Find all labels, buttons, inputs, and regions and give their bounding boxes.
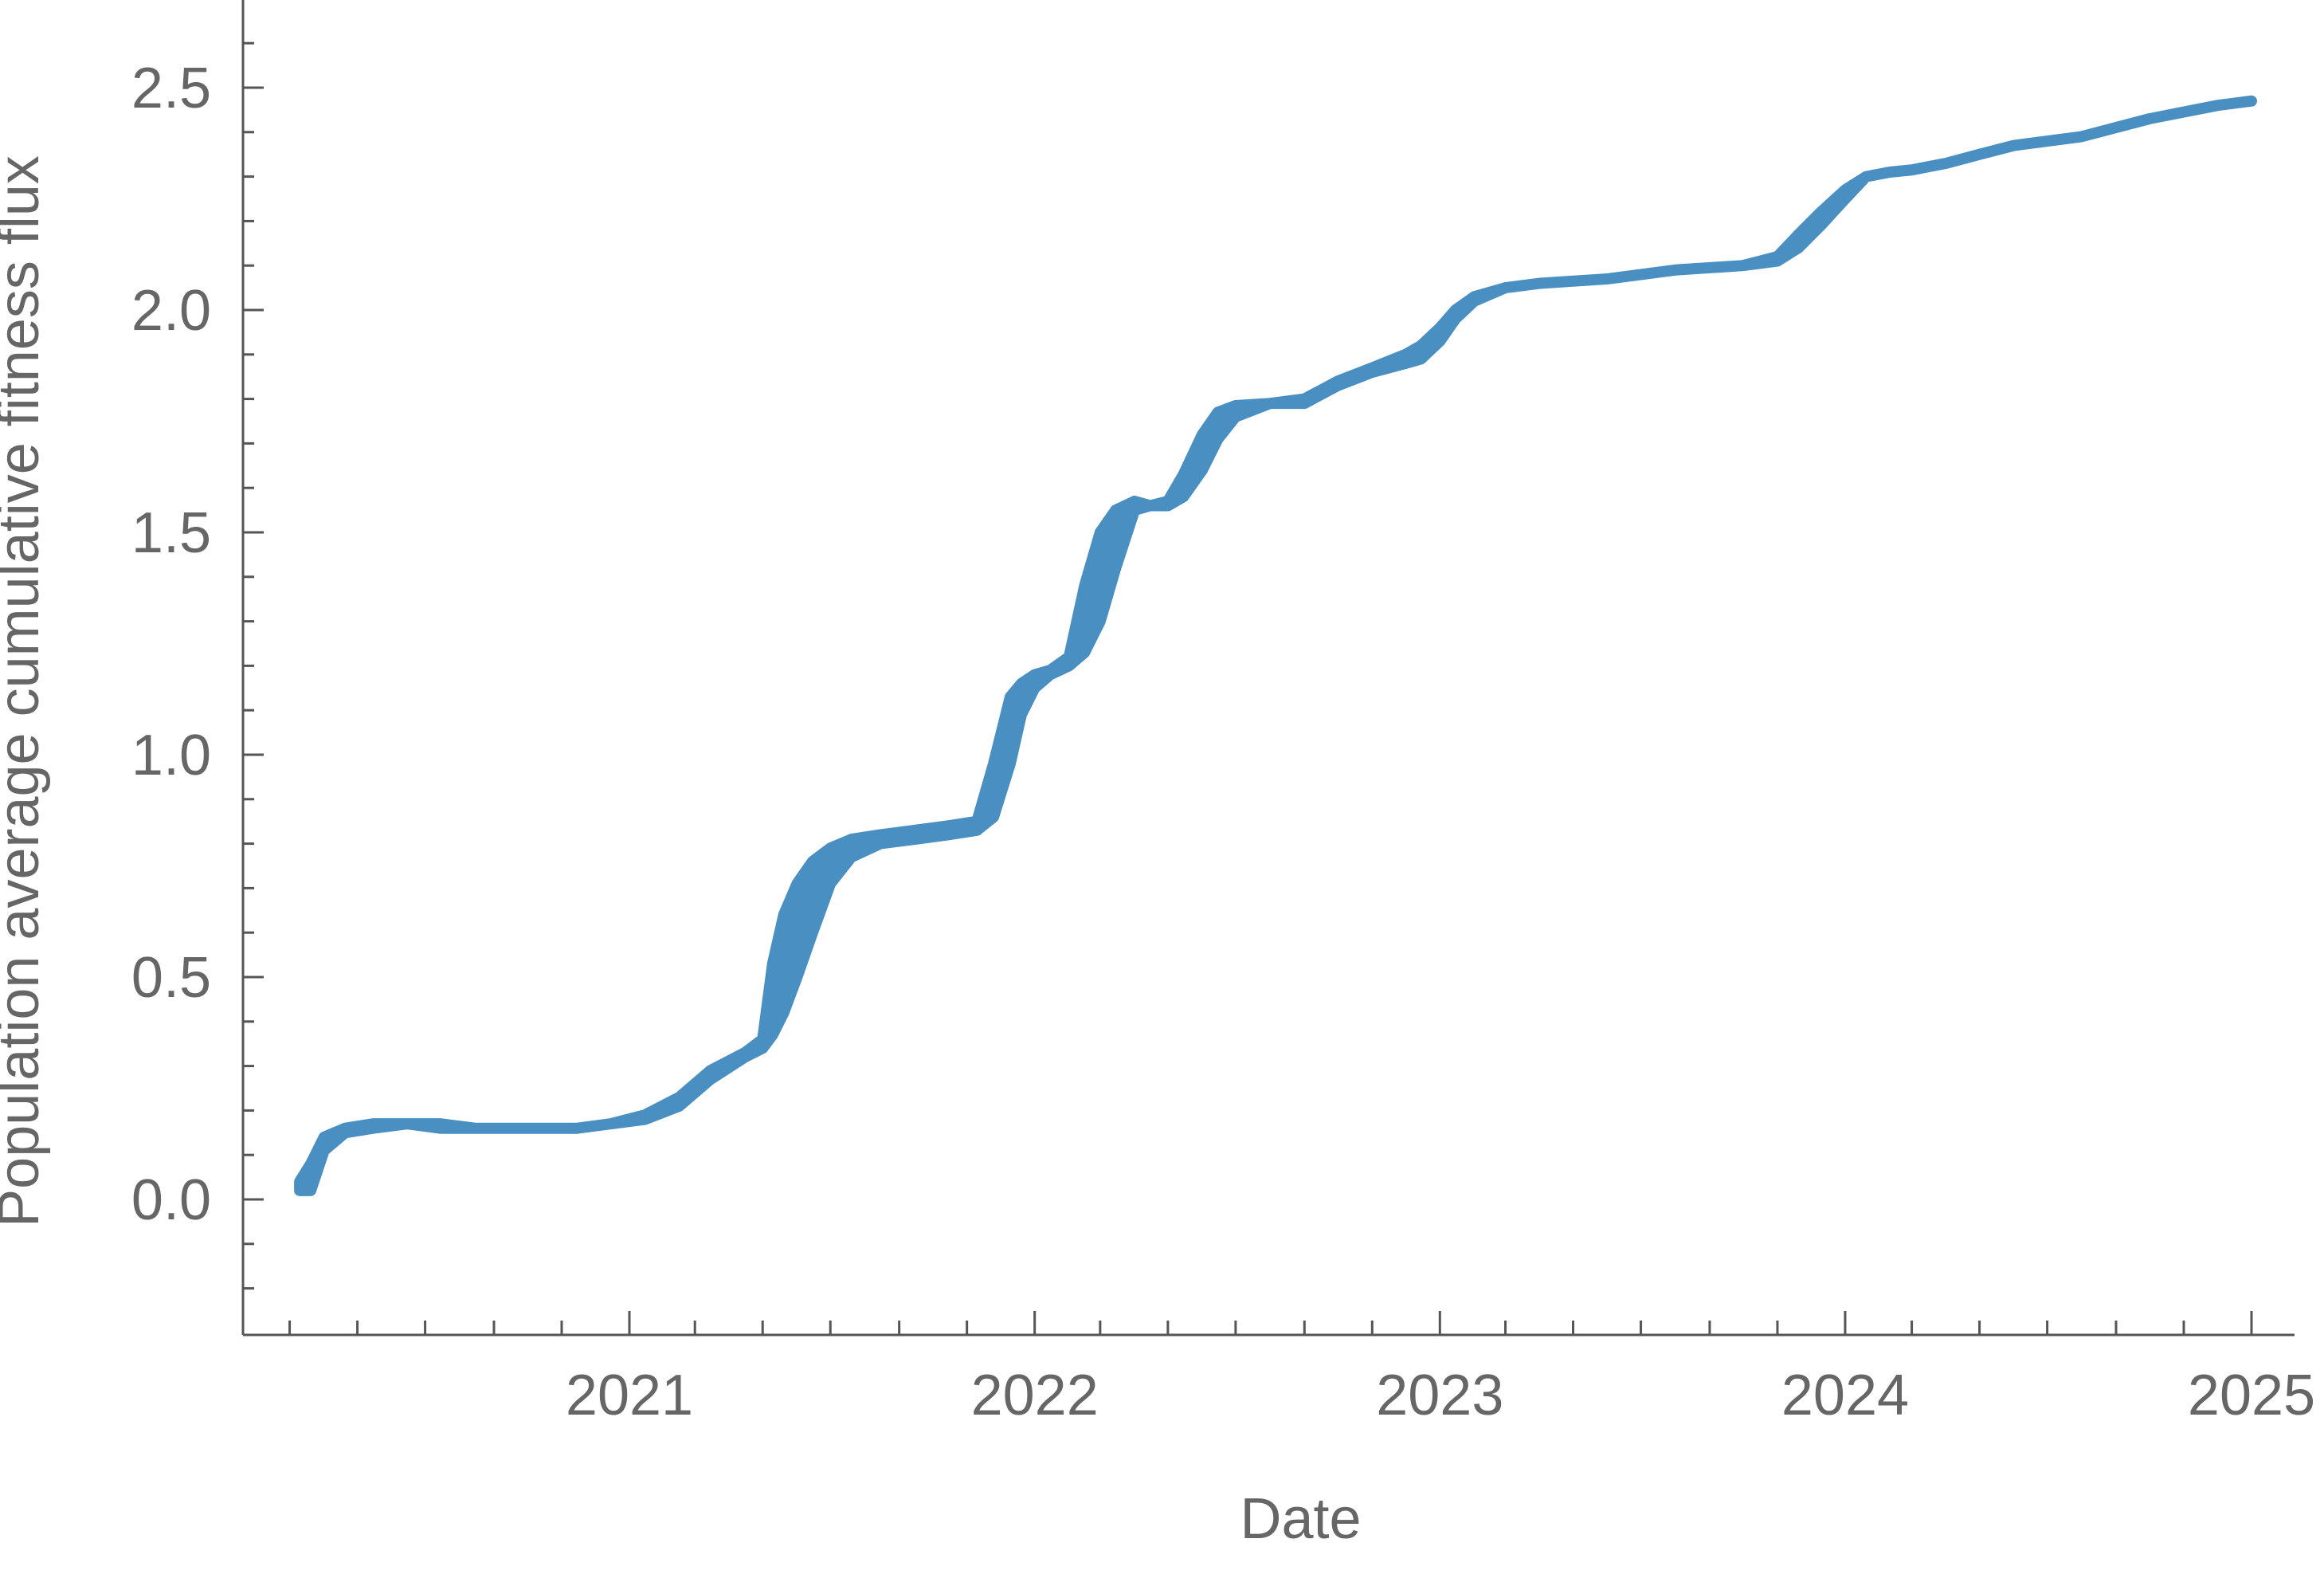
ticks xyxy=(243,41,2253,1335)
x-tick-label: 2024 xyxy=(1781,1364,1909,1427)
axes xyxy=(241,0,2295,1337)
y-tick-label: 1.0 xyxy=(131,724,211,787)
y-tick-label: 0.0 xyxy=(131,1168,211,1232)
series-band xyxy=(294,95,2257,1196)
y-axis-title: Population average cumulative fitness fl… xyxy=(0,155,51,1227)
x-tick-label: 2025 xyxy=(2188,1364,2315,1427)
y-tick-label: 1.5 xyxy=(131,501,211,565)
y-tick-label: 2.0 xyxy=(131,279,211,343)
x-axis-title: Date xyxy=(1240,1487,1361,1551)
x-tick-label: 2023 xyxy=(1376,1364,1503,1427)
x-tick-label: 2022 xyxy=(971,1364,1099,1427)
tick-labels: 0.0 0.5 1.0 1.5 2.0 2.5 2021 2022 2023 2024 2025 xyxy=(131,57,2315,1427)
x-tick-label: 2021 xyxy=(566,1364,693,1427)
y-tick-label: 0.5 xyxy=(131,946,211,1010)
y-tick-label: 2.5 xyxy=(131,57,211,120)
series-band-layer xyxy=(294,95,2257,1196)
